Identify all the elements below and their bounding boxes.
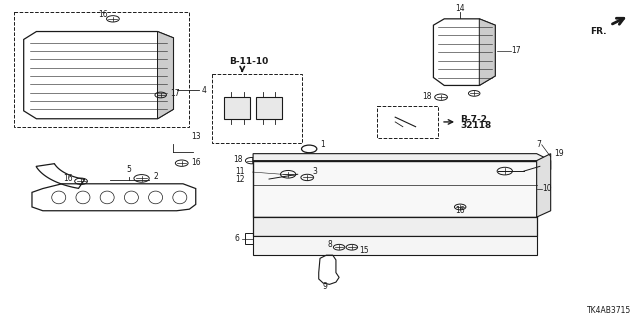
- Text: 1: 1: [320, 140, 324, 149]
- Text: 4: 4: [202, 86, 207, 95]
- Text: B-11-10: B-11-10: [230, 57, 269, 66]
- Bar: [256, 97, 282, 119]
- Text: 18: 18: [233, 155, 243, 164]
- Bar: [14, 12, 189, 127]
- Bar: [225, 97, 250, 119]
- Polygon shape: [253, 236, 537, 255]
- Text: 16: 16: [63, 174, 73, 183]
- Polygon shape: [253, 217, 537, 236]
- Text: 16: 16: [99, 10, 108, 19]
- Polygon shape: [253, 154, 550, 170]
- Text: 2: 2: [153, 172, 158, 181]
- Text: 18: 18: [422, 92, 432, 101]
- Text: 32118: 32118: [460, 121, 492, 130]
- Polygon shape: [253, 161, 537, 217]
- Text: 16: 16: [191, 158, 201, 167]
- Bar: [378, 106, 438, 138]
- Text: FR.: FR.: [590, 27, 607, 36]
- Text: 13: 13: [191, 132, 200, 141]
- Text: TK4AB3715: TK4AB3715: [587, 306, 631, 315]
- Polygon shape: [479, 19, 495, 85]
- Polygon shape: [157, 32, 173, 119]
- Text: 6: 6: [234, 234, 239, 243]
- Polygon shape: [537, 154, 550, 217]
- Text: 8: 8: [328, 240, 333, 249]
- Text: 19: 19: [554, 148, 564, 157]
- Text: 7: 7: [537, 140, 541, 148]
- Text: 14: 14: [456, 4, 465, 13]
- Text: 9: 9: [323, 282, 328, 292]
- Text: 17: 17: [170, 89, 180, 98]
- Text: B-7-2: B-7-2: [460, 115, 487, 124]
- Text: 3: 3: [312, 167, 317, 176]
- Bar: [212, 74, 302, 142]
- Text: 10: 10: [541, 184, 552, 193]
- Text: 15: 15: [360, 246, 369, 255]
- Text: 16: 16: [456, 206, 465, 215]
- Text: 11: 11: [236, 167, 245, 176]
- Text: 5: 5: [126, 165, 131, 174]
- Text: 12: 12: [236, 174, 245, 184]
- Text: 17: 17: [511, 46, 521, 55]
